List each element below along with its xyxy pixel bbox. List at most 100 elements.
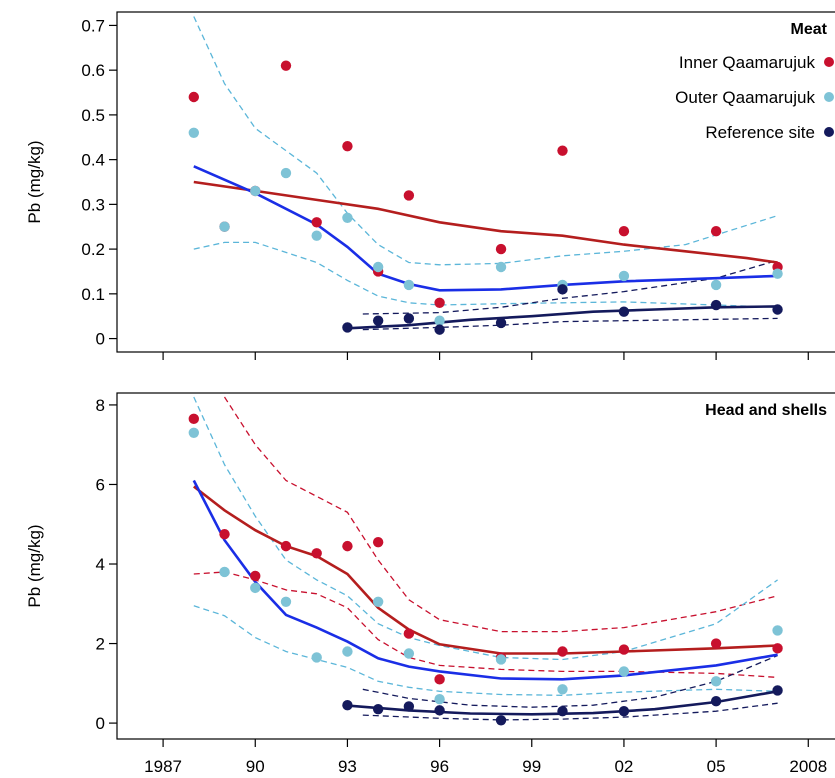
outer-band-upper xyxy=(193,16,778,266)
outer-band-upper xyxy=(193,396,778,661)
outer-data-point xyxy=(710,279,722,291)
reference-data-point xyxy=(434,705,445,716)
legend-marker xyxy=(824,127,834,137)
reference-data-point xyxy=(403,313,415,324)
reference-data-point xyxy=(772,685,783,696)
outer-data-point xyxy=(434,694,445,705)
inner-data-point xyxy=(342,540,353,552)
inner-data-point xyxy=(342,141,353,152)
inner-data-point xyxy=(372,536,384,548)
x-tick-label: 96 xyxy=(430,757,449,776)
outer-data-point xyxy=(311,230,322,241)
outer-data-point xyxy=(434,315,445,326)
y-tick-label: 4 xyxy=(96,555,105,574)
legend-label: Inner Qaamarujuk xyxy=(679,53,816,72)
x-tick-label: 90 xyxy=(246,757,265,776)
x-tick-label: 2008 xyxy=(789,757,827,776)
inner-band-upper xyxy=(223,396,778,633)
reference-data-point xyxy=(618,705,630,717)
plot-frame xyxy=(116,11,835,353)
inner-data-point xyxy=(557,646,568,657)
outer-data-point xyxy=(342,646,353,657)
reference-data-point xyxy=(618,306,630,317)
reference-data-point xyxy=(495,317,507,329)
inner-data-point xyxy=(618,226,630,237)
outer-data-point xyxy=(280,596,292,607)
y-tick-label: 0.7 xyxy=(81,16,105,35)
reference-data-point xyxy=(372,315,384,326)
y-axis-title: Pb (mg/kg) xyxy=(25,524,44,607)
inner-data-point xyxy=(311,217,322,228)
y-axis-title: Pb (mg/kg) xyxy=(25,140,44,223)
plot-area xyxy=(188,396,783,726)
y-tick-label: 0.3 xyxy=(81,195,105,214)
reference-data-point xyxy=(434,324,445,335)
panel-title: Meat xyxy=(791,21,828,38)
inner-data-point xyxy=(403,628,415,639)
reference-data-point xyxy=(710,299,722,311)
inner-data-point xyxy=(219,528,230,540)
outer-data-point xyxy=(372,596,384,607)
y-tick-label: 0.6 xyxy=(81,61,105,80)
outer-data-point xyxy=(618,270,630,282)
inner-data-point xyxy=(280,540,292,552)
outer-data-point xyxy=(710,676,722,687)
inner-trend-line xyxy=(193,180,778,264)
inner-data-point xyxy=(311,548,322,559)
reference-data-point xyxy=(495,715,507,726)
y-tick-label: 2 xyxy=(96,635,105,654)
inner-data-point xyxy=(250,570,261,582)
inner-data-point xyxy=(495,243,507,255)
outer-trend-line xyxy=(193,165,778,292)
outer-band-lower xyxy=(193,605,778,696)
plot-area xyxy=(188,16,783,335)
outer-data-point xyxy=(188,427,200,438)
reference-trend-line xyxy=(347,305,778,330)
y-tick-label: 8 xyxy=(96,396,105,415)
legend-label: Outer Qaamarujuk xyxy=(675,88,815,107)
reference-data-point xyxy=(403,701,415,712)
outer-data-point xyxy=(495,261,507,273)
y-tick-label: 0.4 xyxy=(81,151,105,170)
x-tick-label: 02 xyxy=(614,757,633,776)
outer-data-point xyxy=(250,582,261,594)
y-tick-label: 0 xyxy=(96,714,105,733)
inner-data-point xyxy=(280,60,292,71)
reference-band-lower xyxy=(362,702,778,721)
inner-data-point xyxy=(618,644,630,655)
inner-band-lower xyxy=(193,571,778,679)
y-tick-label: 0.1 xyxy=(81,285,105,304)
outer-data-point xyxy=(495,654,507,665)
y-tick-label: 0.5 xyxy=(81,106,105,125)
outer-data-point xyxy=(557,684,568,695)
outer-data-point xyxy=(219,566,230,578)
outer-data-point xyxy=(219,221,230,232)
outer-data-point xyxy=(772,625,783,636)
legend-marker xyxy=(824,92,834,102)
legend-label: Reference site xyxy=(705,123,815,142)
inner-data-point xyxy=(710,226,722,237)
outer-data-point xyxy=(618,666,630,677)
reference-data-point xyxy=(772,304,783,315)
reference-data-point xyxy=(342,322,353,333)
outer-data-point xyxy=(280,167,292,179)
inner-data-point xyxy=(434,297,445,308)
outer-data-point xyxy=(372,261,384,273)
y-tick-label: 6 xyxy=(96,475,105,494)
outer-data-point xyxy=(772,268,783,279)
x-tick-label: 05 xyxy=(707,757,726,776)
outer-data-point xyxy=(342,212,353,223)
x-tick-label: 99 xyxy=(522,757,541,776)
inner-data-point xyxy=(434,674,445,685)
outer-data-point xyxy=(403,648,415,659)
inner-trend-line xyxy=(193,485,778,655)
inner-data-point xyxy=(710,638,722,649)
y-tick-label: 0.2 xyxy=(81,240,105,259)
inner-data-point xyxy=(557,145,568,156)
inner-data-point xyxy=(772,643,783,654)
reference-band-lower xyxy=(362,317,778,331)
reference-data-point xyxy=(557,705,568,717)
outer-data-point xyxy=(311,652,322,663)
reference-data-point xyxy=(342,699,353,711)
